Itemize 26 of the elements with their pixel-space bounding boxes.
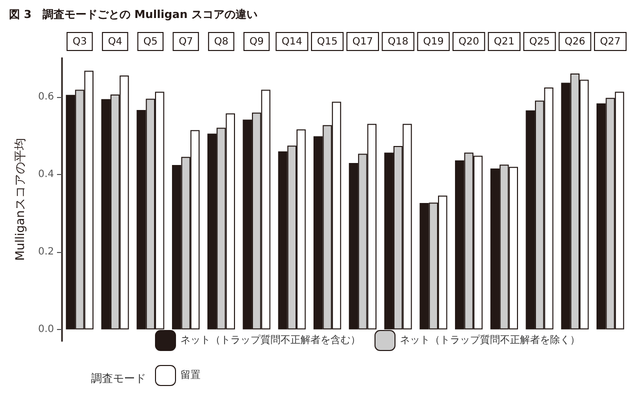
- x-tick-label: Q19: [423, 36, 444, 48]
- x-tick-label: Q15: [317, 36, 338, 48]
- x-tick-label: Q7: [178, 36, 193, 48]
- legend-title: 調査モード: [91, 372, 146, 385]
- x-tick-label: Q17: [352, 36, 373, 48]
- legend-label: ネット（トラップ質問不正解者を除く）: [400, 334, 580, 346]
- x-tick-label: Q5: [143, 36, 158, 48]
- y-tick-label: 0.0: [38, 324, 54, 335]
- x-tick-label: Q8: [214, 36, 228, 48]
- y-tick-label: 0.6: [38, 91, 54, 102]
- x-tick-label: Q9: [249, 36, 264, 48]
- y-axis-title: Mulliganスコアの平均: [13, 138, 27, 261]
- y-tick-label: 0.2: [38, 246, 54, 258]
- x-tick-label: Q18: [388, 36, 408, 48]
- x-tick-label: Q14: [282, 36, 302, 48]
- x-tick-label: Q26: [564, 36, 586, 48]
- x-tick-label: Q21: [494, 36, 514, 48]
- x-tick-label: Q20: [458, 36, 480, 48]
- legend-label: ネット（トラップ質問不正解者を含む）: [180, 334, 360, 346]
- chart-title: 図 3 調査モードごとの Mulligan スコアの違い: [9, 8, 258, 21]
- legend-label: 留置: [180, 369, 200, 381]
- x-tick-label: Q27: [600, 36, 621, 48]
- x-tick-label: Q4: [108, 36, 122, 48]
- y-tick-label: 0.4: [38, 168, 54, 180]
- x-tick-label: Q3: [72, 36, 87, 48]
- x-tick-label: Q25: [529, 36, 550, 48]
